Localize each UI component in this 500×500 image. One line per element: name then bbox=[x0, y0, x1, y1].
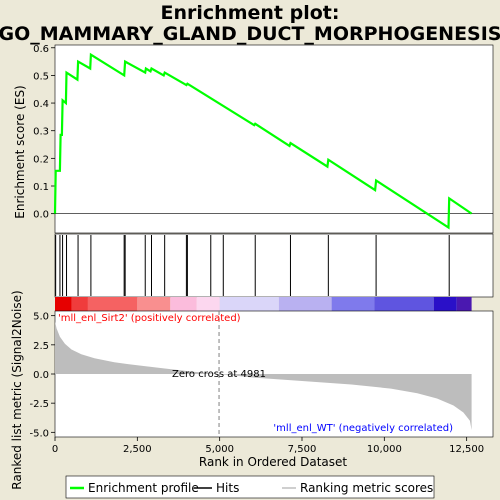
colorbar-segment bbox=[456, 297, 472, 311]
metric-area bbox=[55, 321, 472, 430]
es-ytick-label: 0.6 bbox=[33, 44, 49, 55]
x-axis: 0 2,500 5,000 7,500 10,000 12,500 bbox=[52, 437, 484, 455]
x-tick-label: 5,000 bbox=[205, 444, 234, 455]
legend-label: Ranking metric scores bbox=[300, 481, 433, 495]
x-tick-label: 0 bbox=[52, 444, 58, 455]
metric-ytick-label: 0.0 bbox=[33, 370, 49, 381]
x-tick-label: 12,500 bbox=[449, 444, 484, 455]
es-ytick-label: 0.4 bbox=[33, 99, 49, 110]
x-axis-label: Rank in Ordered Dataset bbox=[199, 455, 347, 469]
es-ytick-label: 0.0 bbox=[33, 210, 49, 221]
es-panel bbox=[54, 44, 494, 234]
metric-ytick-label: -2.5 bbox=[29, 399, 49, 410]
metric-ytick-label: 2.5 bbox=[33, 341, 49, 352]
legend-label: Hits bbox=[216, 481, 239, 495]
colorbar-segment bbox=[433, 297, 457, 311]
chart-title-line1: Enrichment plot: bbox=[161, 2, 340, 24]
hits-panel bbox=[54, 233, 494, 298]
x-tick-label: 10,000 bbox=[367, 444, 402, 455]
es-ytick-label: 0.5 bbox=[33, 71, 49, 82]
legend: Enrichment profile Hits Ranking metric sco… bbox=[70, 481, 433, 495]
es-line bbox=[53, 52, 473, 230]
colorbar-segment bbox=[137, 297, 171, 311]
metric-y-axis: 5.0 2.5 0.0 -2.5 -5.0 bbox=[29, 312, 55, 439]
x-tick-label: 7,500 bbox=[288, 444, 317, 455]
colorbar-segment bbox=[55, 297, 72, 311]
colorbar-segment bbox=[219, 297, 279, 311]
metric-ylabel: Ranked list metric (Signal2Noise) bbox=[10, 290, 24, 489]
colorbar-segment bbox=[71, 297, 88, 311]
colorbar-segment bbox=[170, 297, 197, 311]
colorbar-segment bbox=[278, 297, 332, 311]
colorbar-segment bbox=[87, 297, 138, 311]
pos-corr-label: 'mll_enl_Sirt2' (positively correlated) bbox=[58, 313, 241, 324]
rank-colorbar bbox=[55, 297, 472, 311]
legend-label: Enrichment profile bbox=[88, 481, 199, 495]
hits bbox=[55, 235, 450, 296]
es-ylabel: Enrichment score (ES) bbox=[13, 85, 27, 218]
colorbar-segment bbox=[374, 297, 434, 311]
x-tick-label: 2,500 bbox=[123, 444, 152, 455]
colorbar-segment bbox=[331, 297, 375, 311]
colorbar-segment bbox=[196, 297, 220, 311]
metric-ytick-label: 5.0 bbox=[33, 312, 49, 323]
metric-ytick-label: -5.0 bbox=[29, 428, 49, 439]
es-ytick-label: 0.1 bbox=[33, 182, 49, 193]
legend-box bbox=[65, 475, 435, 499]
zero-cross-label: Zero cross at 4981 bbox=[172, 369, 266, 380]
es-ytick-label: 0.3 bbox=[33, 127, 49, 138]
chart-title-line2: GO_MAMMARY_GLAND_DUCT_MORPHOGENESIS bbox=[0, 23, 500, 45]
neg-corr-label: 'mll_enl_WT' (negatively correlated) bbox=[273, 423, 453, 434]
es-ytick-label: 0.2 bbox=[33, 154, 49, 165]
es-y-axis: 0.0 0.1 0.2 0.3 0.4 0.5 0.6 bbox=[33, 44, 55, 221]
